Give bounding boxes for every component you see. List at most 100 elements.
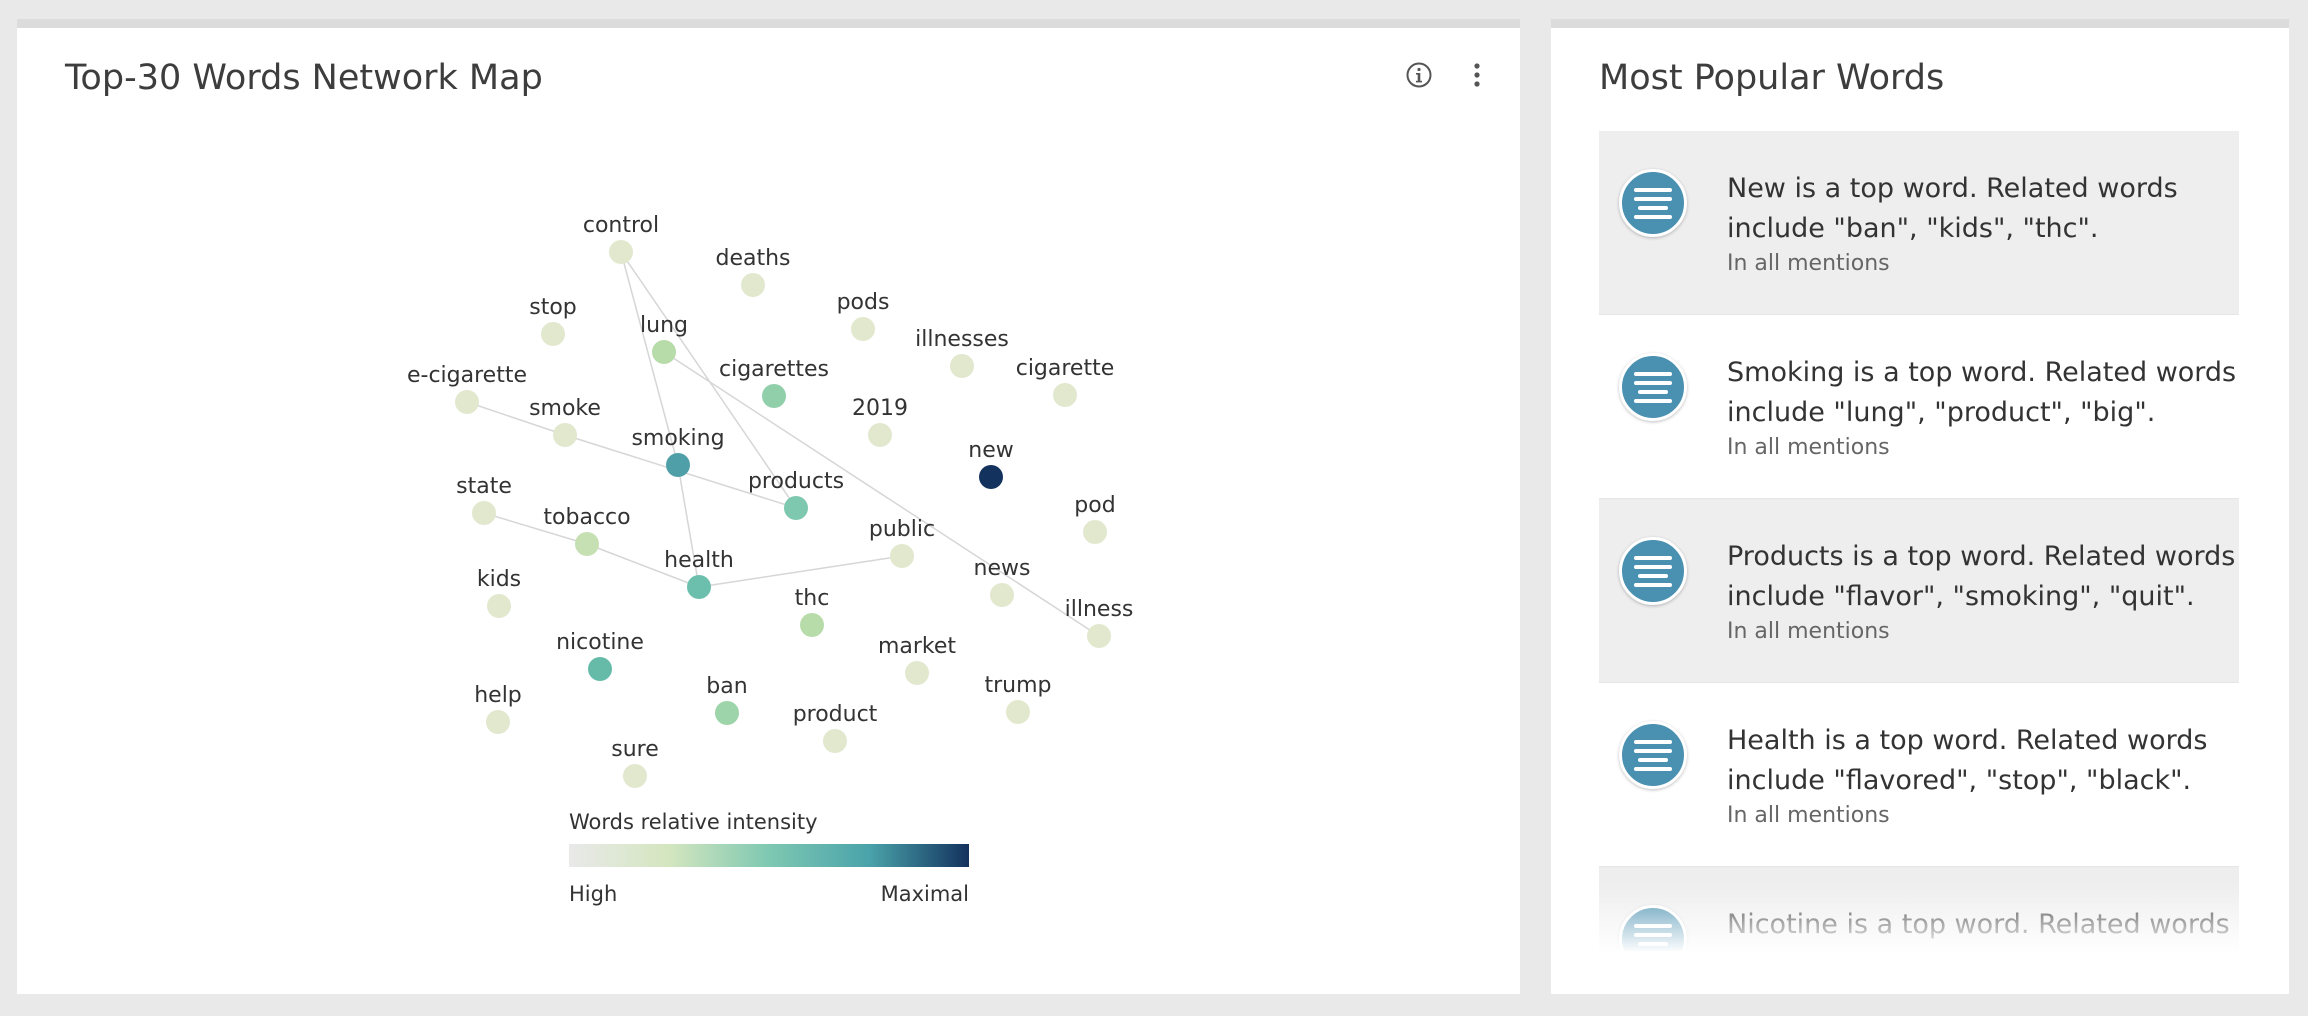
node-label: illness [1065, 597, 1134, 622]
node-circle[interactable] [1083, 520, 1107, 544]
node-help[interactable]: help [474, 683, 522, 734]
node-circle[interactable] [715, 701, 739, 725]
kebab-menu-icon[interactable] [1462, 60, 1492, 90]
node-sure[interactable]: sure [611, 737, 659, 788]
node-smoking[interactable]: smoking [631, 426, 725, 477]
node-label: kids [477, 567, 521, 592]
legend-high-label: Maximal [881, 882, 969, 906]
legend-gradient-bar [569, 844, 969, 867]
node-circle[interactable] [652, 340, 676, 364]
node-2019[interactable]: 2019 [852, 396, 908, 447]
node-circle[interactable] [487, 594, 511, 618]
node-circle[interactable] [950, 354, 974, 378]
node-lung[interactable]: lung [640, 313, 688, 364]
node-label: ban [706, 674, 747, 699]
item-scope: In all mentions [1727, 803, 1890, 828]
node-circle[interactable] [1087, 624, 1111, 648]
node-health[interactable]: health [664, 548, 734, 599]
node-circle[interactable] [553, 423, 577, 447]
node-circle[interactable] [741, 273, 765, 297]
node-e-cigarette[interactable]: e-cigarette [407, 363, 527, 414]
panel-title: Most Popular Words [1599, 58, 1945, 98]
node-stop[interactable]: stop [529, 295, 577, 346]
node-circle[interactable] [541, 322, 565, 346]
node-label: trump [984, 673, 1051, 698]
node-label: products [748, 469, 844, 494]
node-pod[interactable]: pod [1074, 493, 1116, 544]
node-label: thc [795, 586, 830, 611]
node-circle[interactable] [979, 465, 1003, 489]
nodes-layer: control deaths stop pods lung illnesses cigare… [407, 213, 1133, 788]
node-label: tobacco [543, 505, 630, 530]
list-item[interactable]: Products is a top word. Related words in… [1599, 499, 2239, 683]
node-thc[interactable]: thc [795, 586, 830, 637]
node-state[interactable]: state [456, 474, 512, 525]
node-news[interactable]: news [974, 556, 1031, 607]
node-label: health [664, 548, 734, 573]
node-control[interactable]: control [583, 213, 659, 264]
node-cigarettes[interactable]: cigarettes [719, 357, 829, 408]
node-label: pods [837, 290, 890, 315]
node-label: state [456, 474, 512, 499]
text-lines-icon [1619, 169, 1687, 237]
node-ban[interactable]: ban [706, 674, 748, 725]
node-label: help [474, 683, 522, 708]
node-circle[interactable] [800, 613, 824, 637]
node-nicotine[interactable]: nicotine [556, 630, 644, 681]
node-illness[interactable]: illness [1065, 597, 1134, 648]
node-circle[interactable] [1053, 383, 1077, 407]
node-circle[interactable] [851, 317, 875, 341]
node-pods[interactable]: pods [837, 290, 890, 341]
node-circle[interactable] [623, 764, 647, 788]
node-tobacco[interactable]: tobacco [543, 505, 631, 556]
node-label: news [974, 556, 1031, 581]
item-scope: In all mentions [1727, 251, 1890, 276]
node-public[interactable]: public [869, 517, 935, 568]
node-circle[interactable] [823, 729, 847, 753]
node-circle[interactable] [472, 501, 496, 525]
node-circle[interactable] [890, 544, 914, 568]
node-circle[interactable] [455, 390, 479, 414]
node-circle[interactable] [990, 583, 1014, 607]
node-circle[interactable] [609, 240, 633, 264]
list-item[interactable]: Smoking is a top word. Related words inc… [1599, 315, 2239, 499]
legend-title: Words relative intensity [569, 810, 818, 834]
node-smoke[interactable]: smoke [529, 396, 601, 447]
edge-tobacco-health [586, 543, 700, 588]
node-label: smoking [631, 426, 724, 451]
node-label: illnesses [915, 327, 1009, 352]
word-list[interactable]: New is a top word. Related words include… [1599, 131, 2239, 951]
node-circle[interactable] [575, 532, 599, 556]
node-circle[interactable] [687, 575, 711, 599]
node-circle[interactable] [868, 423, 892, 447]
legend-low-label: High [569, 882, 617, 906]
node-circle[interactable] [784, 496, 808, 520]
node-kids[interactable]: kids [477, 567, 521, 618]
node-label: deaths [715, 246, 790, 271]
edge-lung-illness [663, 351, 1100, 637]
node-circle[interactable] [666, 453, 690, 477]
list-item[interactable]: New is a top word. Related words include… [1599, 131, 2239, 315]
node-products[interactable]: products [748, 469, 844, 520]
network-graph: control deaths stop pods lung illnesses cigare… [407, 213, 1133, 906]
node-circle[interactable] [905, 661, 929, 685]
node-circle[interactable] [1006, 700, 1030, 724]
node-label: product [793, 702, 878, 727]
node-product[interactable]: product [793, 702, 878, 753]
node-label: public [869, 517, 935, 542]
node-circle[interactable] [588, 657, 612, 681]
node-deaths[interactable]: deaths [715, 246, 791, 297]
item-scope: In all mentions [1727, 435, 1890, 460]
node-new[interactable]: new [968, 438, 1014, 489]
list-item[interactable]: Health is a top word. Related words incl… [1599, 683, 2239, 867]
edge-smoking-health [677, 464, 700, 588]
text-lines-icon [1619, 721, 1687, 789]
node-circle[interactable] [486, 710, 510, 734]
info-icon[interactable] [1404, 60, 1434, 90]
node-illnesses[interactable]: illnesses [915, 327, 1009, 378]
node-market[interactable]: market [878, 634, 956, 685]
node-cigarette[interactable]: cigarette [1016, 356, 1115, 407]
list-item[interactable]: Nicotine is a top word. Related words [1599, 867, 2239, 951]
node-trump[interactable]: trump [984, 673, 1052, 724]
node-circle[interactable] [762, 384, 786, 408]
